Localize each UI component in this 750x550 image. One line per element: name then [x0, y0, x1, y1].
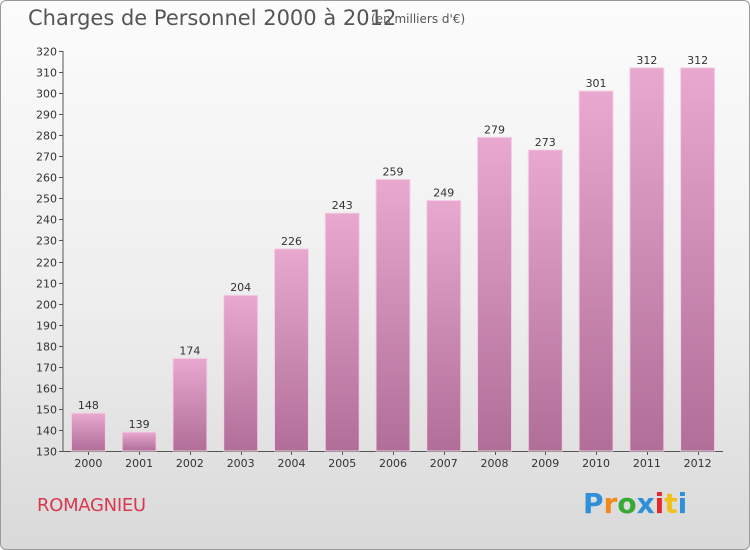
y-tick-label: 190 — [36, 320, 57, 333]
x-tick-label: 2010 — [582, 457, 610, 470]
logo-letter: x — [636, 487, 655, 520]
value-label: 243 — [332, 199, 353, 212]
value-label: 312 — [687, 54, 708, 67]
y-tick-label: 160 — [36, 383, 57, 396]
y-tick-label: 280 — [36, 130, 57, 143]
y-tick-label: 130 — [36, 446, 57, 459]
y-tick-label: 310 — [36, 67, 57, 80]
y-tick-label: 220 — [36, 257, 57, 270]
bar — [172, 357, 208, 452]
value-label: 273 — [535, 136, 556, 149]
proxiti-logo: Proxiti — [583, 487, 687, 520]
bar — [70, 412, 106, 452]
bar — [223, 294, 259, 452]
value-labels-group: 148 139 174 204 226 243 259 249 279 273 301 312 312 — [78, 54, 708, 431]
bars-group — [70, 67, 716, 452]
x-tick-label: 2000 — [74, 457, 102, 470]
x-tick-label: 2011 — [633, 457, 661, 470]
x-tick-label: 2008 — [481, 457, 509, 470]
logo-letter: i — [654, 487, 665, 520]
y-tick-label: 290 — [36, 109, 57, 122]
y-tick-label: 170 — [36, 362, 57, 375]
bar — [273, 248, 309, 452]
y-tick-label: 150 — [36, 404, 57, 417]
value-label: 301 — [586, 77, 607, 90]
value-label: 174 — [179, 344, 200, 357]
logo-letter: i — [677, 487, 688, 520]
value-label: 259 — [383, 165, 404, 178]
chart-title: Charges de Personnel 2000 à 2012 — [28, 6, 397, 30]
value-label: 204 — [230, 281, 251, 294]
y-tick-label: 200 — [36, 299, 57, 312]
x-axis: 2000 2001 2002 2003 2004 2005 2006 2007 2008 2009… — [63, 451, 723, 470]
x-tick-label: 2001 — [125, 457, 153, 470]
y-tick-label: 230 — [36, 235, 57, 248]
y-tick-label: 180 — [36, 341, 57, 354]
logo-letter: r — [603, 487, 618, 520]
logo-letter: t — [664, 487, 678, 520]
value-label: 312 — [636, 54, 657, 67]
x-tick-label: 2012 — [684, 457, 712, 470]
commune-name: ROMAGNIEU — [37, 495, 146, 516]
value-label: 279 — [484, 123, 505, 136]
x-tick-label: 2009 — [531, 457, 559, 470]
x-tick-label: 2002 — [176, 457, 204, 470]
bar — [477, 136, 513, 452]
bar — [578, 90, 614, 452]
x-tick-label: 2003 — [227, 457, 255, 470]
bar — [629, 67, 665, 452]
x-tick-label: 2005 — [328, 457, 356, 470]
bar — [121, 431, 157, 452]
bar — [527, 149, 563, 452]
value-label: 249 — [433, 186, 454, 199]
y-tick-label: 270 — [36, 151, 57, 164]
y-tick-label: 320 — [36, 46, 57, 59]
chart-subtitle: (en milliers d'€) — [371, 12, 466, 26]
y-tick-label: 300 — [36, 88, 57, 101]
y-axis: 130 140 150 160 170 180 190 200 210 220 230 240 250 2… — [36, 46, 64, 459]
y-tick-label: 210 — [36, 278, 57, 291]
logo-letter: o — [617, 487, 637, 520]
y-tick-label: 140 — [36, 425, 57, 438]
value-label: 226 — [281, 235, 302, 248]
bar — [375, 178, 411, 452]
logo-letter: P — [583, 487, 604, 520]
y-tick-label: 250 — [36, 193, 57, 206]
bar — [680, 67, 716, 452]
bar — [426, 199, 462, 452]
x-tick-label: 2006 — [379, 457, 407, 470]
value-label: 148 — [78, 399, 99, 412]
bar — [324, 212, 360, 452]
x-tick-label: 2007 — [430, 457, 458, 470]
y-tick-label: 260 — [36, 172, 57, 185]
value-label: 139 — [129, 418, 150, 431]
y-tick-label: 240 — [36, 214, 57, 227]
x-tick-label: 2004 — [277, 457, 305, 470]
